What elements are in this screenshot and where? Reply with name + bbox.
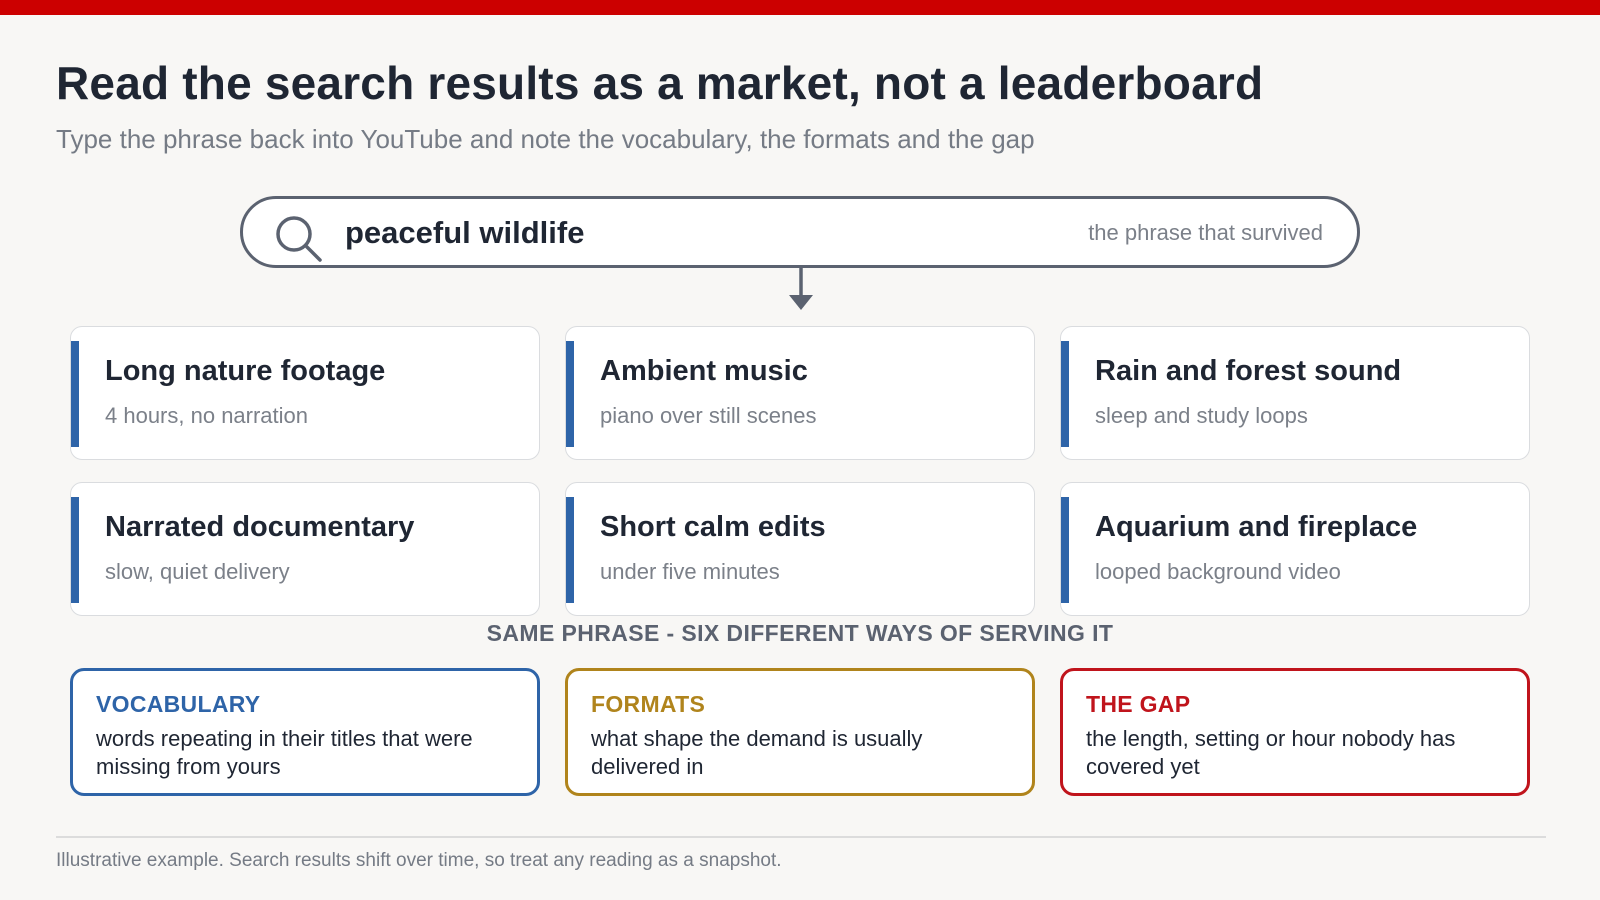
search-hint: the phrase that survived <box>1088 220 1323 245</box>
down-arrow-icon <box>789 268 813 310</box>
card-subtitle: piano over still scenes <box>600 403 817 428</box>
takeaway-vocabulary: VOCABULARY words repeating in their titl… <box>70 668 540 796</box>
search-icon <box>276 216 322 262</box>
footnote: Illustrative example. Search results shi… <box>56 850 782 871</box>
card-title: Long nature footage <box>105 355 386 387</box>
search-query[interactable]: peaceful wildlife <box>345 215 585 250</box>
card-accent <box>566 341 574 447</box>
card-accent <box>71 341 79 447</box>
results-caption: SAME PHRASE - SIX DIFFERENT WAYS OF SERV… <box>486 620 1114 646</box>
card-title: Rain and forest sound <box>1095 355 1402 387</box>
card-accent <box>71 497 79 603</box>
takeaway-title: THE GAP <box>1086 691 1191 717</box>
page-title: Read the search results as a market, not… <box>56 57 1264 109</box>
takeaway-gap: THE GAP the length, setting or hour nobo… <box>1060 668 1530 796</box>
result-card: Long nature footage 4 hours, no narratio… <box>70 326 540 460</box>
takeaway-title: VOCABULARY <box>96 691 261 717</box>
card-accent <box>1061 341 1069 447</box>
card-title: Ambient music <box>600 355 808 387</box>
card-title: Aquarium and fireplace <box>1095 511 1418 543</box>
card-accent <box>1061 497 1069 603</box>
result-card: Ambient music piano over still scenes <box>565 326 1035 460</box>
takeaway-body: the length, setting or hour nobody has c… <box>1086 726 1456 779</box>
result-card: Narrated documentary slow, quiet deliver… <box>70 482 540 616</box>
takeaway-body: what shape the demand is usually deliver… <box>591 726 923 779</box>
result-card: Rain and forest sound sleep and study lo… <box>1060 326 1530 460</box>
card-title: Narrated documentary <box>105 511 415 543</box>
card-subtitle: under five minutes <box>600 559 780 584</box>
card-accent <box>566 497 574 603</box>
result-card: Aquarium and fireplace looped background… <box>1060 482 1530 616</box>
takeaway-body: words repeating in their titles that wer… <box>96 726 473 779</box>
page-subtitle: Type the phrase back into YouTube and no… <box>56 124 1035 154</box>
takeaway-title: FORMATS <box>591 691 706 717</box>
card-subtitle: looped background video <box>1095 559 1341 584</box>
card-subtitle: slow, quiet delivery <box>105 559 290 584</box>
top-accent-bar <box>0 0 1600 15</box>
card-title: Short calm edits <box>600 511 826 543</box>
footer-divider <box>56 836 1546 838</box>
card-subtitle: 4 hours, no narration <box>105 403 309 428</box>
search-bar[interactable]: peaceful wildlife the phrase that surviv… <box>240 196 1360 268</box>
card-subtitle: sleep and study loops <box>1095 403 1308 428</box>
result-card: Short calm edits under five minutes <box>565 482 1035 616</box>
takeaway-formats: FORMATS what shape the demand is usually… <box>565 668 1035 796</box>
